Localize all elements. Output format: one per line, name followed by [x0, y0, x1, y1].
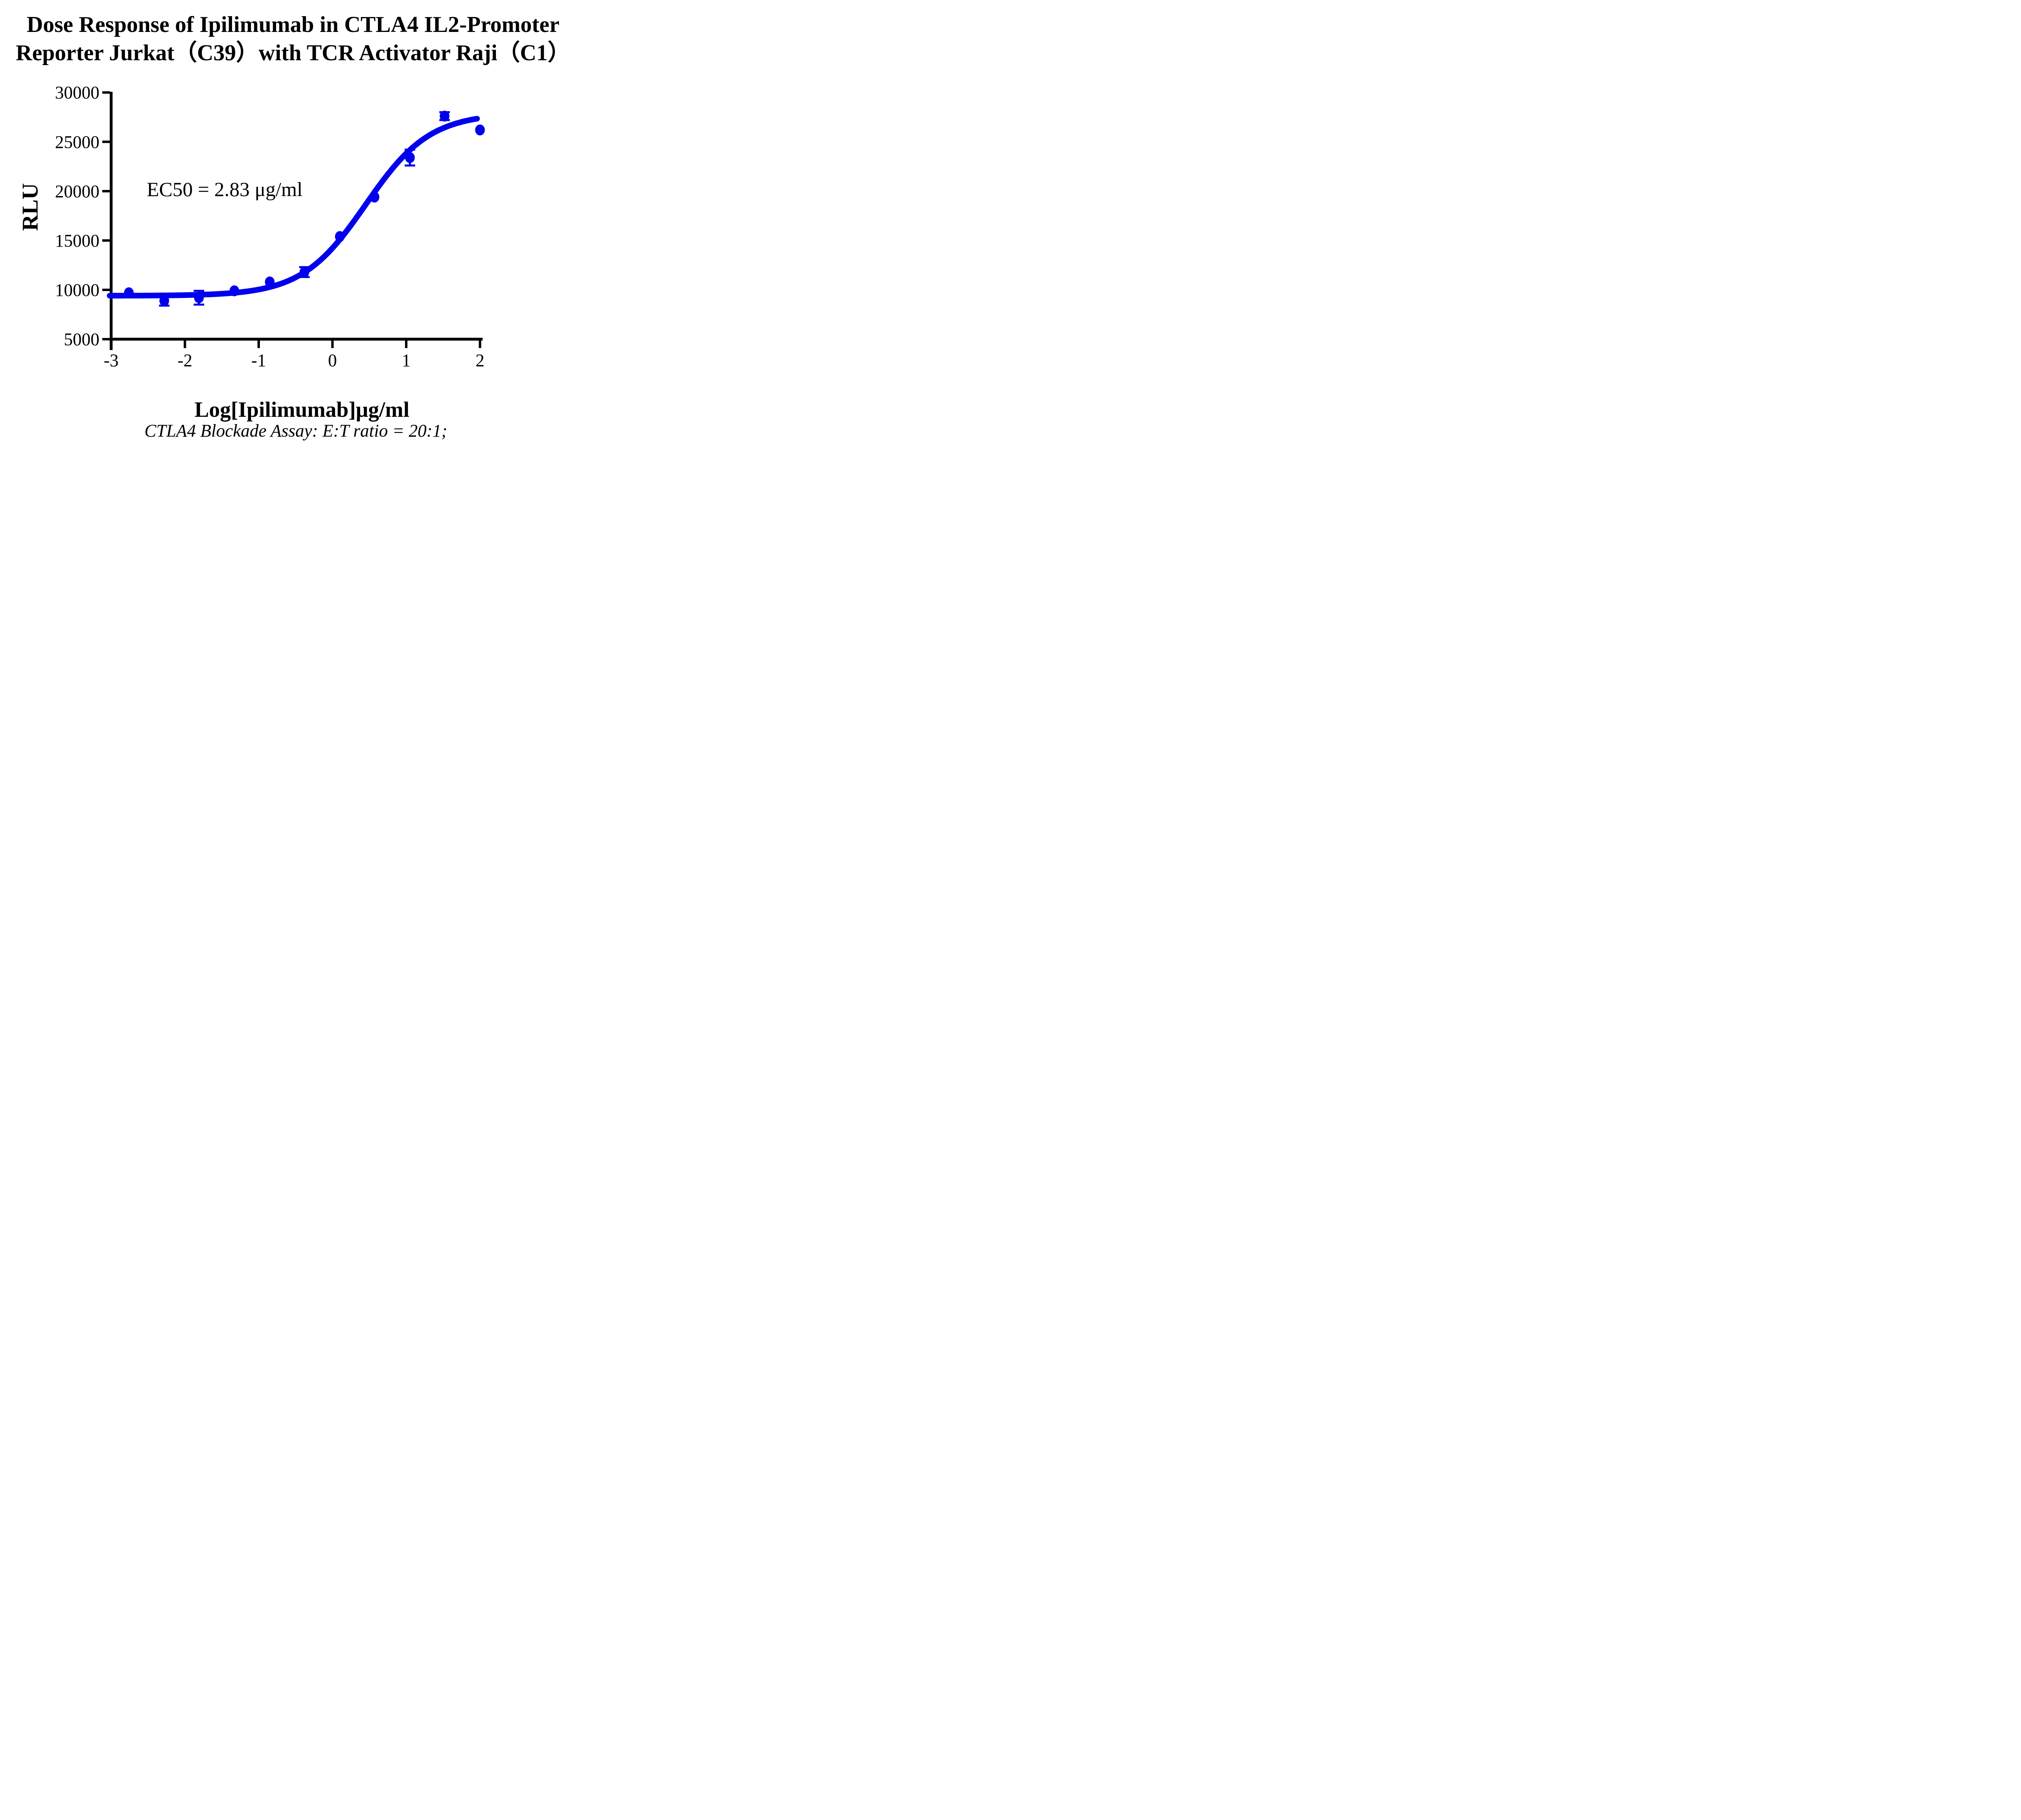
- data-point: [335, 231, 345, 242]
- chart-plot-area: 5000 10000 15000 20000 25000 30000 -3 -2 -1 0 1 2: [55, 83, 485, 370]
- x-tick-label: 0: [328, 350, 337, 370]
- y-tick-label: 5000: [64, 329, 99, 349]
- chart-title: Dose Response of Ipilimumab in CTLA4 IL2…: [0, 11, 586, 67]
- data-point: [475, 124, 485, 135]
- y-tick-label: 25000: [55, 132, 99, 152]
- x-tick-label: 2: [476, 350, 485, 370]
- data-point: [159, 295, 169, 306]
- y-tick-label: 10000: [55, 280, 99, 300]
- chart-title-line2: Reporter Jurkat（C39）with TCR Activator R…: [16, 40, 570, 65]
- chart-title-line1: Dose Response of Ipilimumab in CTLA4 IL2…: [26, 12, 560, 37]
- x-tick-label: 1: [402, 350, 411, 370]
- x-tick-label: -3: [104, 350, 119, 370]
- x-tick-label: -2: [177, 350, 192, 370]
- data-point: [124, 287, 134, 298]
- data-point: [439, 110, 449, 122]
- y-tick-label: 20000: [55, 182, 99, 201]
- x-axis-label: Log[Ipilimumab]μg/ml: [194, 397, 409, 422]
- data-point: [229, 285, 239, 296]
- data-point: [194, 292, 204, 303]
- y-tick-label: 30000: [55, 83, 99, 103]
- data-point: [300, 266, 310, 278]
- y-tick-label: 15000: [55, 231, 99, 251]
- data-point: [405, 152, 415, 163]
- fit-curve: [107, 116, 480, 299]
- ec50-annotation: EC50 = 2.83 μg/ml: [147, 178, 303, 201]
- figure-caption: CTLA4 Blockade Assay: E:T ratio = 20:1;: [144, 421, 447, 441]
- dose-response-figure: Dose Response of Ipilimumab in CTLA4 IL2…: [0, 0, 586, 455]
- data-point: [369, 191, 380, 203]
- x-tick-label: -1: [251, 350, 266, 370]
- data-point: [265, 276, 275, 287]
